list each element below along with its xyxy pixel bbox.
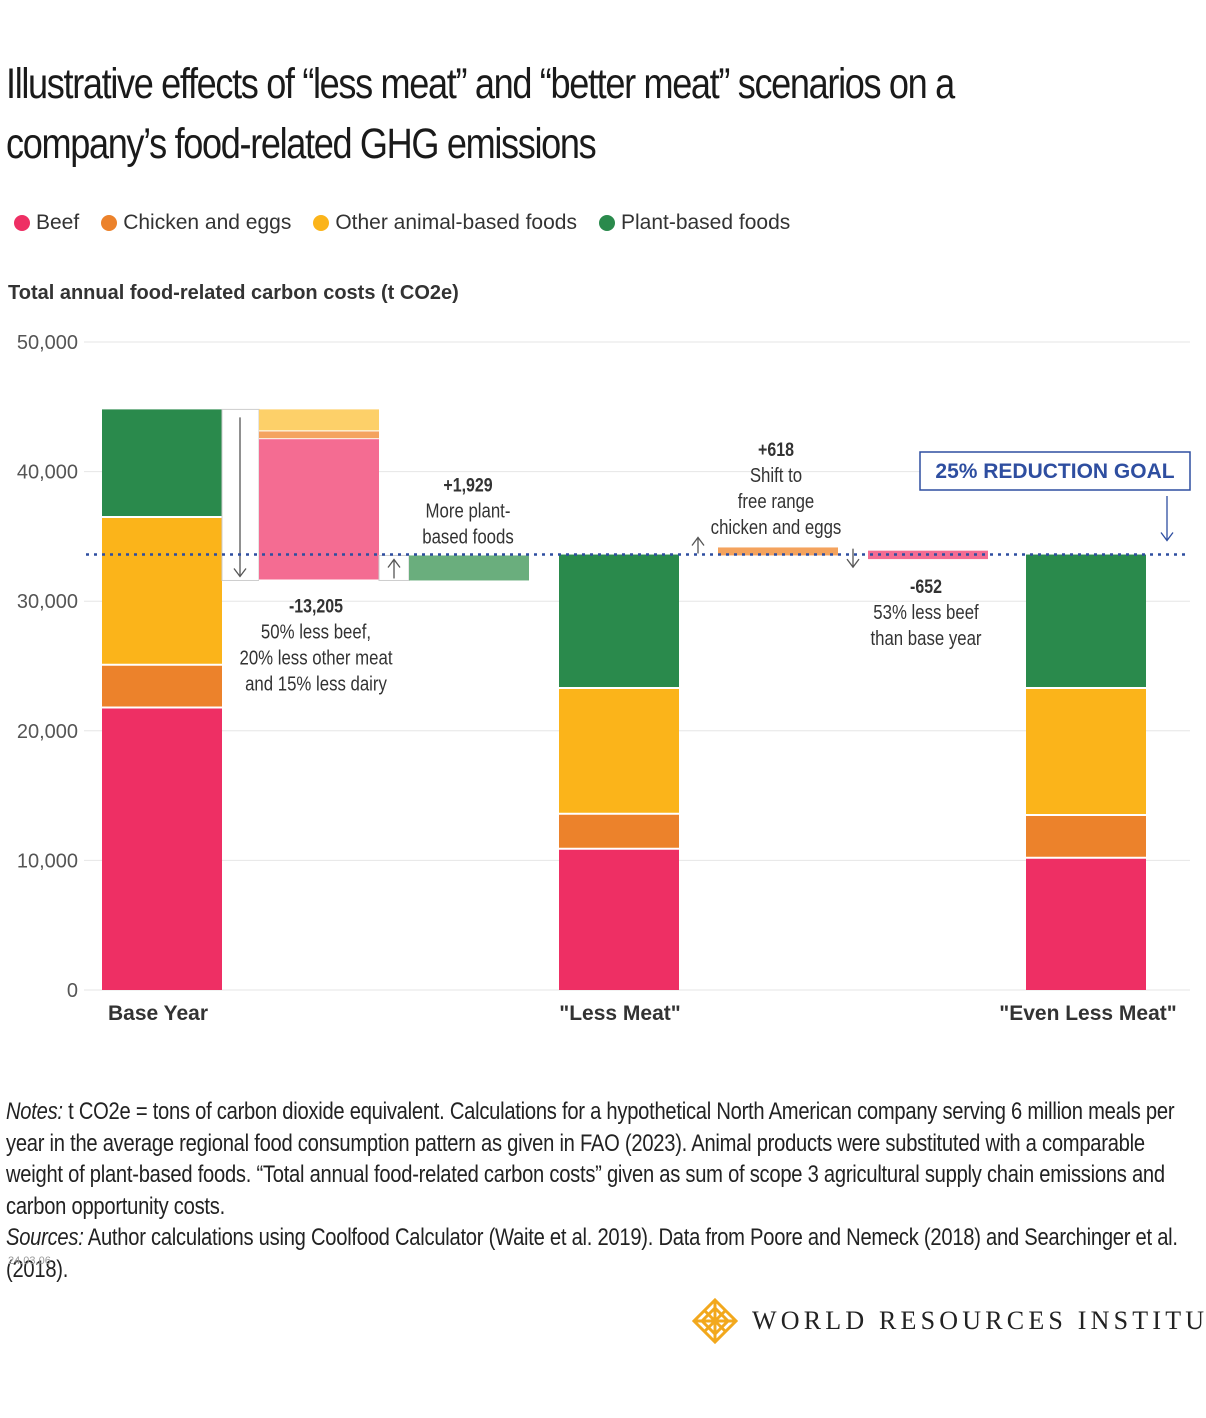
- bar-segment-other-animal-based-foods: [559, 688, 679, 814]
- bar-segment-other-animal-based-foods: [1026, 688, 1146, 816]
- legend-label-other-animal: Other animal-based foods: [335, 211, 577, 234]
- step-4-label-desc: 53% less beef: [873, 601, 979, 624]
- bar-segment-plant-based-foods: [559, 554, 679, 689]
- sources-paragraph: Sources: Author calculations using Coolf…: [6, 1222, 1199, 1285]
- y-tick-label: 0: [67, 980, 78, 1002]
- wri-logo-text: WORLD RESOURCES INSTITUTE: [752, 1306, 1206, 1335]
- legend-label-chicken: Chicken and eggs: [123, 211, 292, 234]
- y-axis-title: Total annual food-related carbon costs (…: [8, 282, 459, 304]
- goal-label-box: [919, 451, 1191, 491]
- step-1-label-desc: and 15% less dairy: [245, 672, 388, 695]
- y-tick-label: 30,000: [17, 591, 78, 613]
- step-3-label-desc: Shift to: [750, 464, 802, 487]
- step-1-label-value: -13,205: [289, 595, 343, 617]
- x-tick-label: "Less Meat": [559, 1002, 680, 1025]
- legend-swatch-beef: [14, 215, 30, 231]
- goal-arrow-head: [1160, 532, 1174, 542]
- legend-item-other-animal: Other animal-based foods: [313, 211, 577, 235]
- sources-label: Sources:: [6, 1224, 84, 1251]
- notes: Notes: t CO2e = tons of carbon dioxide e…: [6, 1096, 1199, 1285]
- goal-line: 25% REDUCTION GOAL: [86, 451, 1191, 556]
- step-4-label-value: -652: [910, 576, 942, 598]
- bar-segment-chicken-and-eggs: [102, 664, 222, 708]
- step-3-label-value: +618: [758, 439, 794, 461]
- bar-segment-beef: [559, 848, 679, 990]
- y-tick-label: 10,000: [17, 850, 78, 872]
- wri-logo-icon: [692, 1298, 738, 1344]
- wri-logo: WORLD RESOURCES INSTITUTE: [692, 1298, 1206, 1344]
- y-tick-label: 20,000: [17, 721, 78, 743]
- bar-segment-plant-based-foods: [1026, 554, 1146, 689]
- chart-title-line-2: company’s food-related GHG emissions: [6, 120, 597, 168]
- step-segment-reduction: [259, 439, 379, 581]
- legend-item-beef: Beef: [14, 211, 79, 235]
- step-1-arrow-head: [233, 568, 247, 578]
- y-tick-label: 50,000: [17, 332, 78, 354]
- step-bar-plant-add: [409, 555, 529, 581]
- notes-text: t CO2e = tons of carbon dioxide equivale…: [6, 1098, 1175, 1220]
- y-axis-ticks: 0 10,000 20,000 30,000 40,000 50,000: [17, 332, 78, 1002]
- bar-segment-beef: [1026, 857, 1146, 990]
- step-4-label-desc: than base year: [870, 627, 981, 650]
- bar-segment-beef: [102, 707, 222, 990]
- step-2-label-desc: More plant-: [426, 499, 511, 522]
- notes-paragraph: Notes: t CO2e = tons of carbon dioxide e…: [6, 1096, 1199, 1222]
- legend-swatch-other-animal: [313, 215, 330, 231]
- step-3-label-desc: chicken and eggs: [711, 516, 842, 539]
- step-2-label-desc: based foods: [422, 525, 513, 548]
- legend-item-chicken: Chicken and eggs: [101, 211, 291, 235]
- step-3-arrow-head: [691, 536, 705, 546]
- waterfall-steps: -13,205 50% less beef, 20% less other meat…: [221, 408, 988, 695]
- legend: Beef Chicken and eggs Other animal-based…: [14, 208, 812, 238]
- step-3-label-desc: free range: [738, 490, 815, 513]
- sources-text: Author calculations using Coolfood Calcu…: [6, 1224, 1178, 1283]
- step-segment-reduction: [259, 409, 379, 432]
- bar-segment-chicken-and-eggs: [1026, 815, 1146, 858]
- y-tick-label: 40,000: [17, 462, 78, 484]
- x-tick-label: "Even Less Meat": [999, 1002, 1177, 1025]
- chart-title: Illustrative effects of “less meat” and …: [6, 54, 1165, 174]
- step-segment-reduction: [259, 431, 379, 440]
- step-1-label-desc: 50% less beef,: [261, 620, 371, 643]
- x-tick-label: Base Year: [108, 1002, 208, 1025]
- step-2-label-value: +1,929: [443, 474, 492, 496]
- chart-area: Total annual food-related carbon costs (…: [8, 282, 1191, 1025]
- legend-label-plant: Plant-based foods: [620, 211, 791, 234]
- notes-label: Notes:: [6, 1098, 63, 1125]
- bar-segment-chicken-and-eggs: [559, 813, 679, 849]
- step-1-label-desc: 20% less other meat: [239, 646, 392, 669]
- legend-label-beef: Beef: [36, 211, 80, 234]
- date-stamp: 24.03.06: [8, 1255, 51, 1267]
- bars: [102, 409, 1146, 990]
- step-bar-free-range: [718, 547, 838, 556]
- legend-swatch-plant: [598, 215, 615, 231]
- step-2-arrow-head: [387, 558, 401, 568]
- chart-title-line-1: Illustrative effects of “less meat” and …: [6, 60, 955, 108]
- legend-item-plant: Plant-based foods: [598, 211, 791, 235]
- bar-segment-plant-based-foods: [102, 409, 222, 517]
- x-axis-labels: Base Year "Less Meat" "Even Less Meat": [108, 1002, 1177, 1025]
- goal-label: 25% REDUCTION GOAL: [935, 460, 1174, 483]
- step-4-arrow-head: [846, 558, 860, 569]
- bar-segment-other-animal-based-foods: [102, 516, 222, 665]
- legend-swatch-chicken: [101, 215, 118, 231]
